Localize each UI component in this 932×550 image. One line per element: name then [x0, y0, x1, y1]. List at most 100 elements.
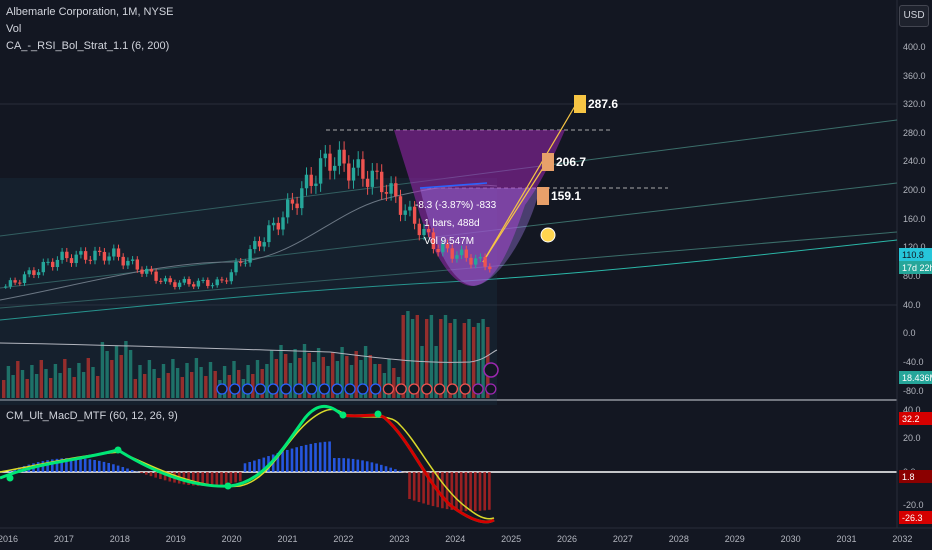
- candle-body: [445, 243, 450, 249]
- event-marker: [395, 383, 407, 395]
- volume-bar: [288, 363, 293, 398]
- candle-body: [276, 222, 280, 230]
- volume-legend[interactable]: Vol: [6, 23, 22, 35]
- macd-histogram-bar: [243, 463, 247, 472]
- candle-body: [318, 158, 323, 184]
- volume-bar: [133, 379, 137, 398]
- volume-bar: [152, 369, 156, 398]
- macd-histogram-bar: [464, 472, 468, 512]
- macd-histogram-bar: [215, 472, 219, 486]
- candle-body: [93, 250, 97, 261]
- macd-histogram-bar: [337, 458, 341, 472]
- time-tick-label: 2030: [781, 534, 801, 544]
- candle-body: [271, 222, 276, 226]
- event-marker: [408, 383, 420, 395]
- volume-bar: [260, 369, 264, 398]
- event-marker: [280, 383, 292, 395]
- candle-body: [365, 178, 370, 187]
- event-marker: [254, 383, 267, 395]
- volume-bar: [316, 348, 321, 398]
- macd-histogram-bar: [455, 472, 458, 511]
- candle-body: [79, 251, 83, 255]
- macd-histogram-bar: [281, 451, 284, 472]
- candle-body: [36, 272, 41, 275]
- macd-histogram-bar: [93, 459, 96, 472]
- candle-body: [488, 266, 492, 270]
- volume-bar: [44, 369, 48, 398]
- volume-bar: [486, 327, 490, 398]
- volume-bar: [128, 350, 133, 398]
- macd-histogram-bar: [206, 472, 209, 486]
- event-marker: [369, 383, 382, 395]
- handle-shape: [420, 188, 540, 286]
- cup-shape: [394, 130, 565, 286]
- candle-body: [422, 228, 426, 236]
- macd-line-bear: [341, 413, 495, 524]
- macd-histogram-bar: [121, 467, 125, 472]
- macd-histogram-bar: [384, 466, 388, 472]
- volume-bar: [194, 358, 199, 398]
- volume-bars: [0, 311, 498, 398]
- currency-button[interactable]: USD: [899, 5, 929, 27]
- volume-bar: [462, 323, 466, 398]
- volume-bar: [453, 319, 457, 398]
- price-tick-label: 280.0: [903, 128, 926, 138]
- volume-bar: [251, 374, 255, 398]
- candle-body: [384, 192, 389, 194]
- macd-histogram-bar: [163, 472, 167, 481]
- candle-body: [314, 183, 318, 186]
- candle-body: [309, 174, 313, 186]
- macd-histogram-bar: [51, 459, 54, 472]
- volume-bar: [208, 362, 213, 398]
- candle-body: [88, 259, 92, 261]
- time-tick-label: 2020: [222, 534, 242, 544]
- event-marker: [344, 383, 356, 395]
- candle-body: [239, 261, 243, 263]
- volume-bar: [86, 358, 90, 398]
- macd-histogram-bar: [347, 458, 350, 472]
- macd-histogram-bar: [300, 446, 303, 472]
- candle-body: [408, 206, 412, 211]
- macd-histogram-bar: [286, 449, 289, 472]
- candle-body: [478, 256, 483, 259]
- macd-histogram-bar: [422, 472, 425, 504]
- macd-histogram-bar: [333, 458, 336, 472]
- macd-histogram-bar: [380, 464, 383, 472]
- macd-histogram-bar: [229, 472, 233, 484]
- indicator-legend[interactable]: CA_-_RSI_Bol_Strat_1.1 (6, 200): [6, 40, 170, 52]
- volume-bar: [20, 370, 25, 398]
- volume-bar: [265, 364, 269, 398]
- candle-body: [361, 159, 365, 179]
- symbol-legend[interactable]: Albemarle Corporation, 1M, NYSE: [6, 6, 174, 18]
- macd-histogram-bar: [441, 472, 444, 509]
- macd-histogram-bar: [248, 461, 251, 472]
- volume-bar: [175, 368, 180, 398]
- candle-body: [8, 280, 13, 287]
- candle-body: [323, 153, 327, 159]
- annotations: 287.6 206.7 159.1 -8.3 (-3.87%) -833 1 bars,…: [415, 95, 618, 378]
- cross-dot: [374, 410, 382, 418]
- event-marker: [485, 383, 497, 395]
- candle-body: [450, 248, 454, 259]
- candle-body: [83, 251, 88, 260]
- macd-histogram-bar: [351, 458, 355, 472]
- volume-bar: [105, 351, 109, 398]
- event-marker: [331, 383, 343, 395]
- time-tick-label: 2026: [557, 534, 577, 544]
- price-tick-label: 320.0: [903, 99, 926, 109]
- macd-histogram-bar: [65, 458, 68, 472]
- macd-histogram-bar: [187, 472, 190, 486]
- macd-histogram-bar: [365, 461, 369, 472]
- candle-body: [389, 183, 393, 194]
- candle-body: [464, 249, 468, 258]
- price-tick-label: 400.0: [903, 42, 926, 52]
- target-label: 159.1: [551, 189, 581, 203]
- volume-bar: [77, 363, 81, 398]
- macd-histogram-bar: [74, 458, 78, 472]
- macd-legend[interactable]: CM_Ult_MacD_MTF (60, 12, 26, 9): [6, 410, 178, 422]
- event-marker: [241, 383, 254, 395]
- volume-bar: [213, 371, 217, 398]
- volume-bar: [124, 341, 128, 398]
- target-label: 287.6: [588, 97, 618, 111]
